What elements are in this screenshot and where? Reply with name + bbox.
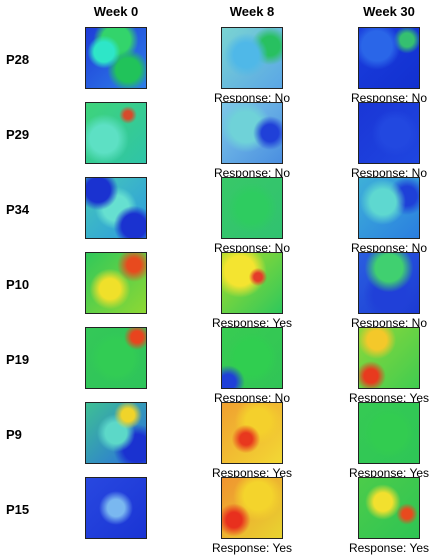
response-label: Response: No <box>350 166 428 180</box>
response-label: Response: No <box>213 391 291 405</box>
heatmap-p10-col2 <box>358 252 420 314</box>
heatmap-p34-col0 <box>85 177 147 239</box>
heatmap-p34-col1 <box>221 177 283 239</box>
patient-label: P9 <box>6 427 22 442</box>
heatmap-p9-col0 <box>85 402 147 464</box>
response-label: Response: Yes <box>348 466 430 480</box>
response-label: Response: No <box>213 166 291 180</box>
heatmap-p34-col2 <box>358 177 420 239</box>
heatmap-p28-col0 <box>85 27 147 89</box>
patient-label: P28 <box>6 52 30 67</box>
response-label: Response: No <box>350 241 428 255</box>
response-label: Response: No <box>213 91 291 105</box>
heatmap-p10-col1 <box>221 252 283 314</box>
response-label: Response: No <box>213 241 291 255</box>
heatmap-p9-col2 <box>358 402 420 464</box>
heatmap-p10-col0 <box>85 252 147 314</box>
response-label: Response: No <box>350 91 428 105</box>
heatmap-p19-col1 <box>221 327 283 389</box>
patient-label: P29 <box>6 127 30 142</box>
response-label: Response: Yes <box>348 391 430 405</box>
response-label: Response: Yes <box>211 466 293 480</box>
response-label: Response: Yes <box>211 541 293 555</box>
response-label: Response: Yes <box>211 316 293 330</box>
heatmap-p19-col0 <box>85 327 147 389</box>
patient-label: P10 <box>6 277 30 292</box>
patient-label: P15 <box>6 502 30 517</box>
column-header-week: Week 0 <box>93 4 139 19</box>
column-header-week: Week 30 <box>363 4 415 19</box>
heatmap-p15-col1 <box>221 477 283 539</box>
response-label: Response: No <box>350 316 428 330</box>
heatmap-p28-col2 <box>358 27 420 89</box>
heatmap-p19-col2 <box>358 327 420 389</box>
heatmap-p29-col1 <box>221 102 283 164</box>
patient-label: P19 <box>6 352 30 367</box>
heatmap-p29-col0 <box>85 102 147 164</box>
heatmap-p15-col2 <box>358 477 420 539</box>
response-label: Response: Yes <box>348 541 430 555</box>
patient-label: P34 <box>6 202 30 217</box>
heatmap-p9-col1 <box>221 402 283 464</box>
heatmap-p15-col0 <box>85 477 147 539</box>
heatmap-p28-col1 <box>221 27 283 89</box>
heatmap-p29-col2 <box>358 102 420 164</box>
column-header-week: Week 8 <box>229 4 275 19</box>
